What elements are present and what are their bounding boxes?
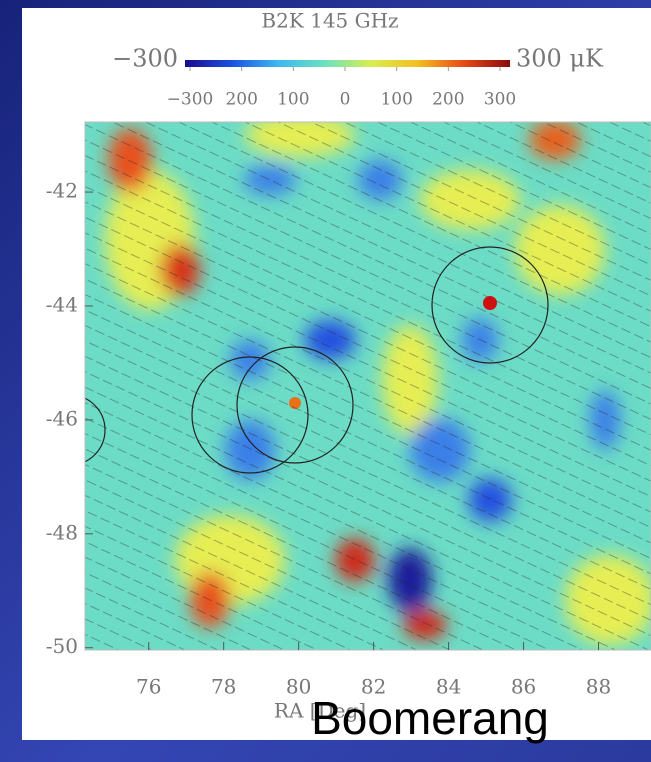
- x-tick-label: 86: [511, 675, 536, 699]
- colorbar-tick-label: 200: [432, 90, 464, 110]
- x-tick-label: 84: [436, 675, 461, 699]
- caption: Boomerang: [311, 692, 549, 744]
- colorbar-tick-label: 0: [340, 90, 351, 110]
- x-tick-label: 80: [286, 675, 311, 699]
- y-tick-label: -42: [46, 179, 78, 203]
- colorbar-tick-label: 300: [484, 90, 516, 110]
- colorbar-tick-label: 200: [225, 90, 257, 110]
- x-tick-label: 78: [211, 675, 236, 699]
- x-tick-label: 76: [136, 675, 161, 699]
- colorbar-tick-label: 100: [277, 90, 309, 110]
- map-frame: [84, 121, 651, 651]
- sky-map: [85, 122, 651, 650]
- x-tick-label: 82: [361, 675, 386, 699]
- x-axis-label: RA [Deg]: [274, 699, 366, 723]
- y-tick-label: -44: [46, 292, 78, 316]
- y-tick-label: -50: [46, 634, 78, 658]
- chart-title: B2K 145 GHz: [261, 9, 398, 33]
- colorbar-tick-label: 100: [380, 90, 412, 110]
- y-tick-label: -46: [46, 406, 78, 430]
- y-tick-label: -48: [46, 520, 78, 544]
- colorbar-tick-label: −300: [167, 90, 214, 110]
- x-tick-label: 88: [586, 675, 611, 699]
- colorbar: [185, 60, 510, 67]
- colorbar-min-label: −300: [112, 45, 178, 73]
- colorbar-max-label: 300 μK: [516, 45, 604, 73]
